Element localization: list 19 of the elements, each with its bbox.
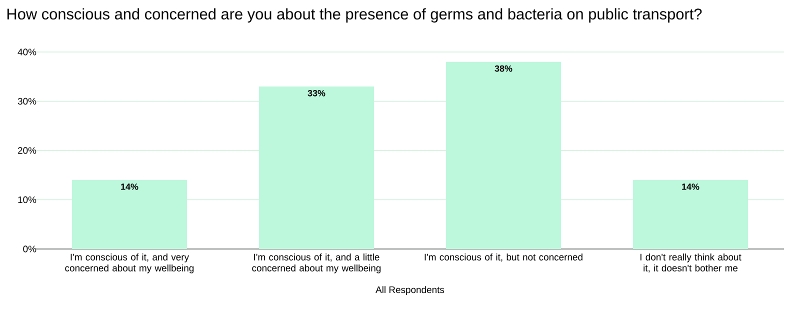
data-label: 14% <box>121 184 138 190</box>
x-tick-label: I'm conscious of it, and a little concerned about my wellbeing <box>252 254 381 274</box>
y-tick-label: 10% <box>18 196 36 204</box>
data-label: 33% <box>308 90 326 96</box>
bar <box>633 180 748 249</box>
y-tick-label: 30% <box>18 98 36 105</box>
y-tick-label: 20% <box>18 147 36 154</box>
x-tick-label: I'm conscious of it, and very concerned about my wellbeing <box>65 254 194 274</box>
bar <box>446 62 562 249</box>
x-axis-title: All Respondents <box>376 286 444 295</box>
y-tick-label: 40% <box>18 48 36 56</box>
chart-title: How conscious and concerned are you about the presence of germs and bacteria on public transport? <box>7 8 702 23</box>
data-label: 14% <box>682 184 700 190</box>
data-label: 38% <box>494 65 512 72</box>
x-tick-label: I'm conscious of it, but not concerned <box>424 254 582 262</box>
x-tick-label: I don't really think about it, it doesn't bother me <box>640 254 742 273</box>
y-tick-label: 0% <box>23 246 36 252</box>
bar <box>259 86 374 249</box>
bar <box>72 180 187 249</box>
